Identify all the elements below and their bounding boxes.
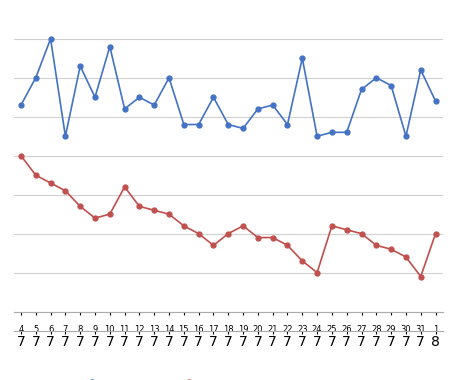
レギュラー看板価格(円/L) [358, 87, 364, 92]
レギュラー実売価格(円/L) [314, 270, 319, 275]
レギュラー実売価格(円/L) [255, 235, 260, 240]
レギュラー看板価格(円/L) [328, 130, 334, 135]
Line: レギュラー看板価格(円/L): レギュラー看板価格(円/L) [18, 36, 437, 139]
レギュラー看板価格(円/L) [151, 103, 156, 107]
レギュラー実売価格(円/L) [299, 259, 304, 263]
レギュラー看板価格(円/L) [77, 64, 83, 68]
レギュラー看板価格(円/L) [387, 83, 393, 88]
レギュラー実売価格(円/L) [181, 223, 186, 228]
レギュラー実売価格(円/L) [240, 223, 245, 228]
レギュラー実売価格(円/L) [77, 204, 83, 209]
Line: レギュラー実売価格(円/L): レギュラー実売価格(円/L) [18, 153, 437, 279]
レギュラー実売価格(円/L) [269, 235, 275, 240]
レギュラー看板価格(円/L) [225, 122, 230, 127]
レギュラー実売価格(円/L) [210, 243, 216, 248]
レギュラー実売価格(円/L) [166, 212, 171, 217]
レギュラー看板価格(円/L) [18, 103, 23, 107]
レギュラー実売価格(円/L) [48, 181, 53, 185]
レギュラー看板価格(円/L) [181, 122, 186, 127]
レギュラー実売価格(円/L) [284, 243, 290, 248]
レギュラー看板価格(円/L) [314, 134, 319, 138]
レギュラー実売価格(円/L) [402, 255, 408, 259]
レギュラー実売価格(円/L) [33, 173, 38, 177]
レギュラー看板価格(円/L) [92, 95, 97, 100]
レギュラー看板価格(円/L) [299, 56, 304, 60]
レギュラー看板価格(円/L) [417, 68, 423, 72]
レギュラー看板価格(円/L) [269, 103, 275, 107]
レギュラー看板価格(円/L) [402, 134, 408, 138]
レギュラー実売価格(円/L) [373, 243, 378, 248]
レギュラー看板価格(円/L) [166, 76, 171, 80]
Legend: レギュラー看板価格(円/L), レギュラー実売価格(円/L): レギュラー看板価格(円/L), レギュラー実売価格(円/L) [79, 376, 274, 380]
レギュラー実売価格(円/L) [136, 204, 142, 209]
レギュラー実売価格(円/L) [151, 208, 156, 212]
レギュラー看板価格(円/L) [136, 95, 142, 100]
レギュラー実売価格(円/L) [343, 228, 349, 232]
レギュラー実売価格(円/L) [225, 231, 230, 236]
レギュラー看板価格(円/L) [373, 76, 378, 80]
レギュラー実売価格(円/L) [63, 188, 68, 193]
レギュラー看板価格(円/L) [240, 126, 245, 131]
レギュラー看板価格(円/L) [33, 76, 38, 80]
レギュラー看板価格(円/L) [210, 95, 216, 100]
レギュラー実売価格(円/L) [92, 216, 97, 220]
レギュラー実売価格(円/L) [328, 223, 334, 228]
レギュラー看板価格(円/L) [255, 107, 260, 111]
レギュラー実売価格(円/L) [18, 154, 23, 158]
レギュラー看板価格(円/L) [48, 36, 53, 41]
レギュラー看板価格(円/L) [63, 134, 68, 138]
レギュラー看板価格(円/L) [122, 107, 127, 111]
レギュラー看板価格(円/L) [107, 44, 112, 49]
レギュラー実売価格(円/L) [358, 231, 364, 236]
レギュラー実売価格(円/L) [107, 212, 112, 217]
レギュラー実売価格(円/L) [122, 185, 127, 189]
レギュラー看板価格(円/L) [343, 130, 349, 135]
レギュラー看板価格(円/L) [432, 99, 437, 103]
レギュラー実売価格(円/L) [417, 274, 423, 279]
レギュラー実売価格(円/L) [195, 231, 201, 236]
レギュラー看板価格(円/L) [195, 122, 201, 127]
レギュラー実売価格(円/L) [387, 247, 393, 252]
レギュラー看板価格(円/L) [284, 122, 290, 127]
レギュラー実売価格(円/L) [432, 231, 437, 236]
